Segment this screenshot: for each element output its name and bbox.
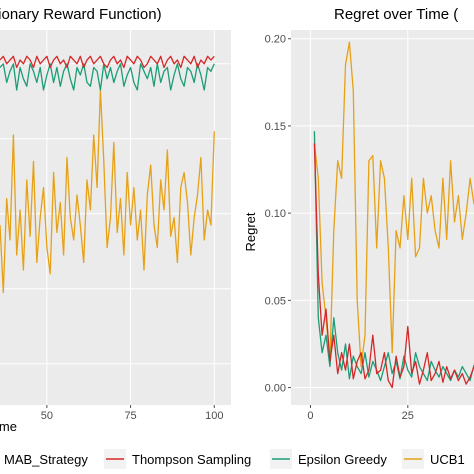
left-x-ticks: 50 75 100 [41, 405, 223, 422]
right-x-ticks: 0 25 [307, 405, 414, 422]
left-panel: 50 75 100 tionary Reward Function) ime [0, 6, 231, 434]
y-tick-label: 0.20 [265, 34, 286, 46]
right-gridlines [291, 30, 474, 405]
left-gridlines [0, 30, 231, 405]
right-panel: 0.00 0.05 0.10 0.15 0.20 0 25 Regret over Tim… [243, 6, 474, 422]
legend-title: MAB_Strategy [4, 452, 88, 467]
y-tick-label: 0.05 [265, 295, 286, 307]
series-line-epsilon-greedy [0, 63, 215, 91]
right-chart-title: Regret over Time ( [334, 6, 458, 23]
right-series [313, 41, 474, 389]
series-line-ucb1 [0, 89, 215, 294]
x-tick-label: 75 [124, 410, 136, 422]
legend-label-ucb1: UCB1 [430, 452, 465, 467]
x-tick-label: 0 [307, 410, 313, 422]
legend-item-epsilon: Epsilon Greedy [270, 449, 387, 469]
right-plot-background [291, 30, 474, 405]
legend-item-thompson: Thompson Sampling [104, 449, 251, 469]
left-x-axis-label: ime [0, 419, 17, 434]
legend: MAB_Strategy Thompson Sampling Epsilon G… [4, 449, 465, 469]
y-tick-label: 0.00 [265, 383, 286, 395]
right-y-axis-label: Regret [243, 212, 258, 251]
x-tick-label: 25 [402, 410, 414, 422]
right-y-ticks: 0.00 0.05 0.10 0.15 0.20 [265, 34, 291, 395]
legend-label-epsilon: Epsilon Greedy [298, 452, 387, 467]
legend-label-thompson: Thompson Sampling [132, 452, 251, 467]
left-series [0, 55, 215, 294]
legend-item-ucb1: UCB1 [402, 449, 465, 469]
x-tick-label: 50 [41, 410, 53, 422]
series-line-ucb1 [313, 41, 474, 368]
y-tick-label: 0.15 [265, 121, 286, 133]
left-chart-title: tionary Reward Function) [0, 6, 162, 23]
left-plot-background [0, 30, 231, 405]
y-tick-label: 0.10 [265, 208, 286, 220]
series-line-thompson-sampling [313, 143, 474, 389]
x-tick-label: 100 [205, 410, 223, 422]
series-line-thompson-sampling [0, 55, 215, 69]
